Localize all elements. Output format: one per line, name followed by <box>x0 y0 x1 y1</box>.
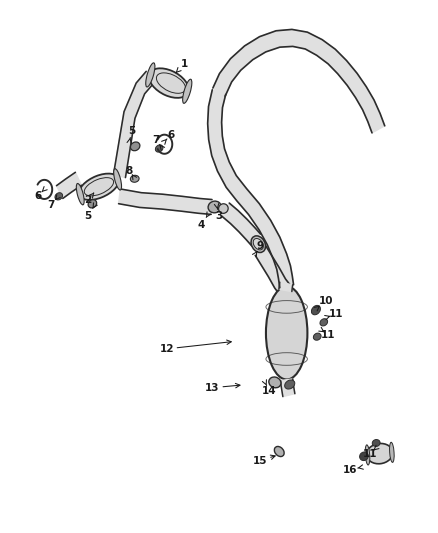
Ellipse shape <box>114 169 121 190</box>
Polygon shape <box>222 203 261 246</box>
Ellipse shape <box>367 443 393 464</box>
Text: 15: 15 <box>253 456 268 465</box>
Text: 16: 16 <box>343 465 357 474</box>
Ellipse shape <box>274 447 284 457</box>
Ellipse shape <box>285 380 295 389</box>
Ellipse shape <box>55 193 63 200</box>
Text: 3: 3 <box>215 211 223 221</box>
Text: 1: 1 <box>180 60 188 69</box>
Text: 7: 7 <box>47 200 55 211</box>
Polygon shape <box>208 90 293 288</box>
Text: 7: 7 <box>152 135 159 145</box>
Ellipse shape <box>269 377 281 388</box>
Text: 5: 5 <box>85 211 92 221</box>
Polygon shape <box>255 246 290 296</box>
Ellipse shape <box>251 236 265 253</box>
Text: 5: 5 <box>128 126 135 136</box>
Text: 13: 13 <box>205 383 220 393</box>
Ellipse shape <box>389 442 394 463</box>
Polygon shape <box>279 282 293 292</box>
Ellipse shape <box>266 286 307 379</box>
Polygon shape <box>213 29 385 133</box>
Ellipse shape <box>76 183 84 205</box>
Ellipse shape <box>320 319 328 326</box>
Text: 4: 4 <box>198 220 205 230</box>
Ellipse shape <box>183 79 192 103</box>
Text: 10: 10 <box>319 296 333 306</box>
Text: 14: 14 <box>262 386 276 397</box>
Ellipse shape <box>313 333 321 340</box>
Text: 8: 8 <box>126 166 133 176</box>
Text: 11: 11 <box>329 309 343 319</box>
Ellipse shape <box>219 204 228 213</box>
Ellipse shape <box>131 175 139 182</box>
Ellipse shape <box>155 145 163 152</box>
Text: 6: 6 <box>34 191 42 201</box>
Ellipse shape <box>149 68 189 98</box>
Ellipse shape <box>131 142 140 151</box>
Polygon shape <box>57 172 81 198</box>
Ellipse shape <box>311 305 321 315</box>
Polygon shape <box>113 71 155 177</box>
Text: 6: 6 <box>167 130 175 140</box>
Ellipse shape <box>208 201 221 213</box>
Ellipse shape <box>253 238 263 250</box>
Text: 2: 2 <box>85 195 92 205</box>
Text: 12: 12 <box>159 344 174 354</box>
Polygon shape <box>119 189 212 214</box>
Ellipse shape <box>146 63 155 87</box>
Text: 11: 11 <box>321 329 336 340</box>
Ellipse shape <box>372 440 380 447</box>
Ellipse shape <box>88 200 97 208</box>
Ellipse shape <box>360 452 368 461</box>
Ellipse shape <box>79 174 119 200</box>
Polygon shape <box>281 379 295 397</box>
Text: 9: 9 <box>257 241 264 251</box>
Text: 11: 11 <box>362 449 377 458</box>
Ellipse shape <box>365 445 370 465</box>
